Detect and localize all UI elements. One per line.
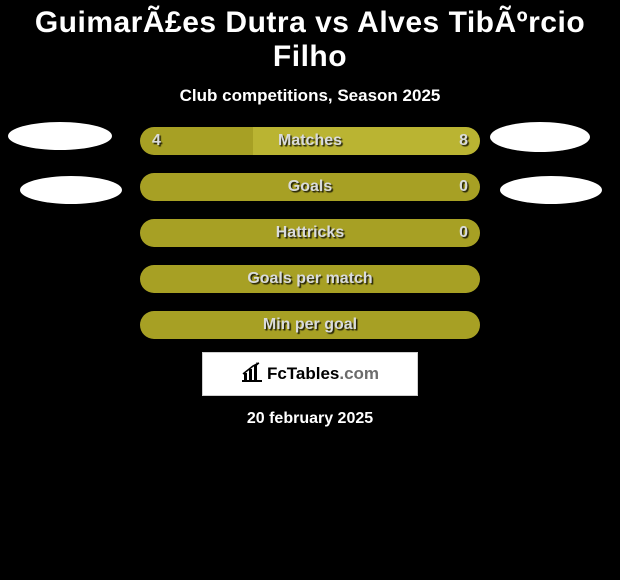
player-left-avatar-2 <box>20 176 122 204</box>
fctables-chart-icon <box>241 362 263 387</box>
stat-row: Min per goal <box>0 302 620 348</box>
stat-bar-left <box>140 219 480 247</box>
comparison-rows: Matches48 Goals0 Hattricks0 Goals per match… <box>0 118 620 348</box>
fctables-logo: FcTables.com <box>202 352 418 396</box>
stat-bar: Hattricks0 <box>140 219 480 247</box>
page-subtitle: Club competitions, Season 2025 <box>0 86 620 106</box>
page-title: GuimarÃ£es Dutra vs Alves TibÃºrcio Filh… <box>0 0 620 74</box>
stat-bar: Min per goal <box>140 311 480 339</box>
stat-bar-left <box>140 265 480 293</box>
stat-bar: Goals per match <box>140 265 480 293</box>
stat-row: Hattricks0 <box>0 210 620 256</box>
player-right-avatar-2 <box>500 176 602 204</box>
stat-bar-left <box>140 311 480 339</box>
stat-bar: Matches48 <box>140 127 480 155</box>
stat-bar: Goals0 <box>140 173 480 201</box>
stat-bar-left <box>140 127 253 155</box>
fctables-logo-text: FcTables.com <box>267 364 379 384</box>
player-left-avatar <box>8 122 112 150</box>
stat-bar-right <box>253 127 480 155</box>
stat-row: Goals per match <box>0 256 620 302</box>
date-label: 20 february 2025 <box>0 410 620 428</box>
stat-bar-left <box>140 173 480 201</box>
player-right-avatar <box>490 122 590 152</box>
